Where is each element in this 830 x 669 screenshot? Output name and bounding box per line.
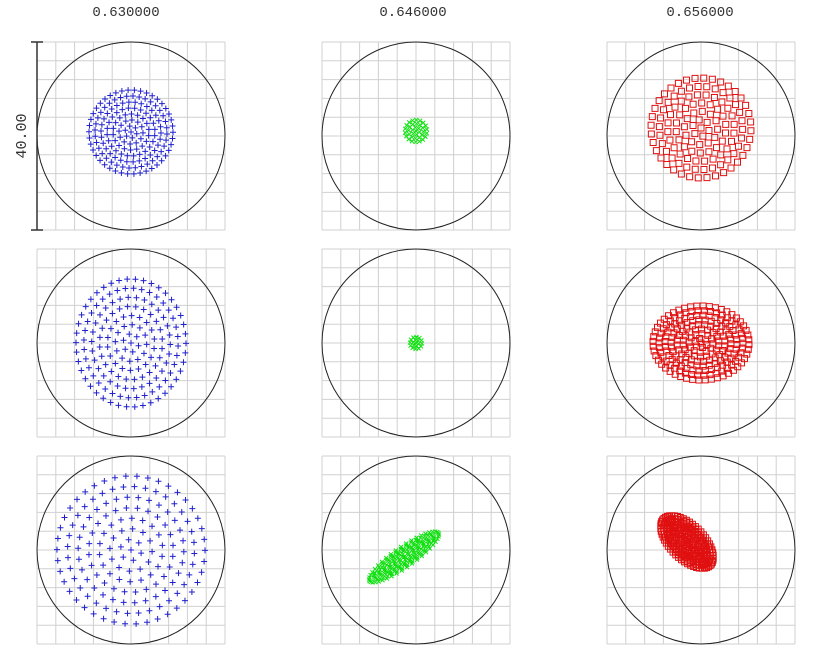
spots — [402, 117, 430, 145]
spots — [73, 276, 189, 410]
panel — [321, 248, 511, 438]
spots — [86, 87, 176, 177]
panel — [606, 455, 796, 645]
airy-circle — [321, 248, 511, 438]
airy-circle — [36, 455, 226, 645]
spots — [366, 529, 442, 585]
panel — [36, 455, 226, 645]
airy-circle — [321, 41, 511, 231]
airy-circle — [606, 248, 796, 438]
spots — [407, 334, 425, 352]
airy-circle — [321, 455, 511, 645]
column-header: 0.656000 — [666, 5, 733, 21]
spots — [54, 473, 208, 627]
airy-circle — [606, 41, 796, 231]
scale-bar: 40.00 — [14, 41, 43, 231]
panel — [321, 41, 511, 231]
panel — [36, 41, 226, 231]
panel — [606, 41, 796, 231]
spots — [647, 74, 755, 182]
panel — [606, 248, 796, 438]
panels — [36, 41, 796, 645]
airy-circle — [606, 455, 796, 645]
panel — [36, 248, 226, 438]
column-header: 0.630000 — [92, 5, 159, 21]
spots — [657, 512, 717, 572]
airy-circle — [36, 248, 226, 438]
scale-label: 40.00 — [14, 113, 31, 158]
spots — [649, 302, 753, 384]
panel — [321, 455, 511, 645]
column-header: 0.646000 — [379, 5, 446, 21]
